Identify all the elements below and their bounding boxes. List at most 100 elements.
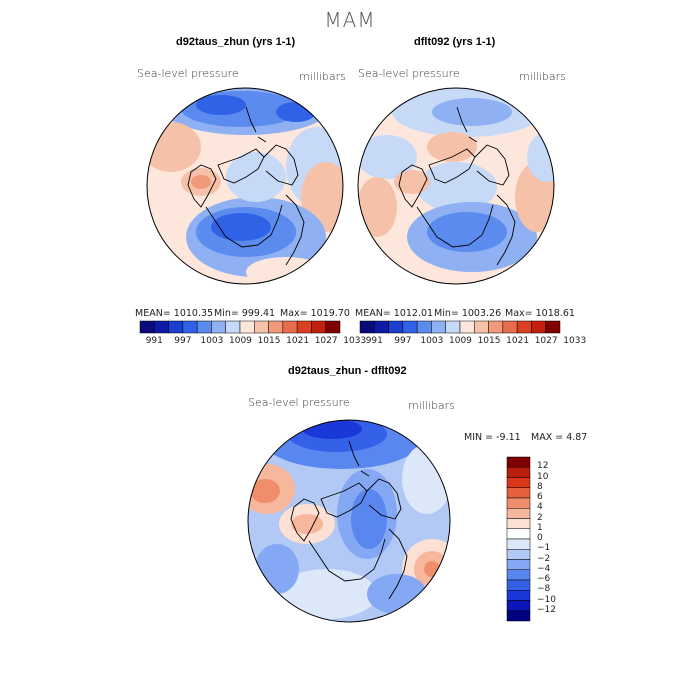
colorbar-swatch bbox=[502, 320, 518, 334]
colorbar-swatch bbox=[254, 320, 269, 334]
colorbar-tick-label: 1021 bbox=[506, 336, 530, 346]
colorbar-tick-label: −6 bbox=[537, 574, 551, 584]
colorbar-swatch bbox=[311, 320, 326, 334]
colorbar-tick-label: 1003 bbox=[420, 336, 444, 346]
colorbar-swatch bbox=[506, 477, 531, 488]
colorbar-swatch bbox=[506, 467, 531, 478]
panel-1-variable-label: Sea-level pressure bbox=[137, 67, 239, 80]
colorbar-swatch bbox=[282, 320, 298, 334]
colorbar-tick-label: −10 bbox=[537, 594, 556, 605]
colorbar-tick-label: 1015 bbox=[477, 336, 501, 346]
panel-1-max: Max= 1019.70 bbox=[280, 308, 350, 319]
panel-1-colorbar bbox=[139, 320, 341, 334]
colorbar-swatch bbox=[506, 487, 531, 499]
colorbar-swatch bbox=[196, 320, 212, 334]
colorbar-swatch bbox=[211, 320, 226, 334]
colorbar-swatch bbox=[268, 320, 284, 334]
colorbar-swatch bbox=[325, 320, 341, 334]
colorbar-swatch bbox=[506, 497, 531, 509]
colorbar-swatch bbox=[506, 600, 531, 611]
panel-3-units-label: millibars bbox=[408, 399, 455, 412]
colorbar-tick-label: 991 bbox=[365, 336, 383, 346]
panel-2-variable-label: Sea-level pressure bbox=[358, 67, 460, 80]
colorbar-tick-label: 4 bbox=[537, 502, 543, 513]
panel-3-title: d92taus_zhun - dflt092 bbox=[288, 365, 407, 377]
colorbar-swatch bbox=[506, 538, 531, 550]
colorbar-tick-label: 1009 bbox=[229, 336, 252, 346]
colorbar-tick-label: 2 bbox=[537, 512, 543, 523]
colorbar-swatch bbox=[296, 320, 312, 334]
colorbar-tick-label: 1033 bbox=[563, 336, 587, 346]
colorbar-tick-label: 1009 bbox=[449, 336, 472, 346]
colorbar-tick-label: 6 bbox=[537, 492, 543, 502]
colorbar-swatch bbox=[182, 320, 198, 334]
panel-2-title: dflt092 (yrs 1-1) bbox=[414, 36, 496, 48]
colorbar-tick-label: 1027 bbox=[534, 336, 558, 346]
figure-season-title: MAM bbox=[324, 8, 376, 32]
colorbar-swatch bbox=[488, 320, 504, 334]
colorbar-tick-label: 12 bbox=[537, 461, 549, 472]
colorbar-tick-label: −2 bbox=[537, 553, 551, 564]
colorbar-tick-label: −8 bbox=[537, 584, 551, 595]
colorbar-swatch bbox=[445, 320, 461, 334]
colorbar-swatch bbox=[506, 528, 531, 540]
panel-2-colorbar bbox=[359, 320, 561, 334]
panel-1-min: Min= 999.41 bbox=[214, 308, 276, 319]
panel-1-colorbar-ticks: 991 997 1003 1009 1015 1021 1027 1033 bbox=[140, 336, 367, 348]
colorbar-swatch bbox=[506, 610, 531, 622]
panel-2-map bbox=[357, 87, 555, 285]
colorbar-tick-label: 991 bbox=[145, 336, 163, 346]
colorbar-swatch bbox=[506, 549, 531, 560]
colorbar-tick-label: 997 bbox=[394, 336, 412, 346]
colorbar-swatch bbox=[459, 320, 475, 334]
panel-3-colorbar bbox=[506, 456, 531, 622]
colorbar-swatch bbox=[506, 590, 531, 601]
panel-1-mean: MEAN= 1010.35 bbox=[135, 308, 214, 319]
panel-3-colorbar-ticks: 12 10 8 6 4 2 1 0 −1 −2 −4 −6 −8 −10 −12 bbox=[537, 457, 577, 621]
panel-3-map bbox=[247, 419, 451, 623]
panel-3-min: MIN = -9.11 bbox=[464, 432, 521, 443]
colorbar-tick-label: 1 bbox=[537, 522, 543, 533]
colorbar-swatch bbox=[431, 320, 446, 334]
colorbar-swatch bbox=[506, 456, 531, 468]
panel-1-units-label: millibars bbox=[299, 70, 346, 83]
colorbar-tick-label: 1003 bbox=[200, 336, 224, 346]
colorbar-swatch bbox=[506, 518, 531, 529]
panel-3-variable-label: Sea-level pressure bbox=[248, 396, 350, 409]
colorbar-swatch bbox=[545, 320, 561, 334]
colorbar-tick-label: 997 bbox=[174, 336, 192, 346]
colorbar-tick-label: 1033 bbox=[343, 336, 367, 346]
panel-2-mean: MEAN= 1012.01 bbox=[355, 308, 434, 319]
colorbar-swatch bbox=[139, 320, 155, 334]
colorbar-tick-label: −4 bbox=[537, 563, 551, 574]
colorbar-swatch bbox=[402, 320, 418, 334]
colorbar-swatch bbox=[239, 320, 255, 334]
panel-1-map bbox=[146, 87, 344, 285]
colorbar-tick-label: 8 bbox=[537, 481, 543, 492]
colorbar-swatch bbox=[506, 559, 531, 570]
colorbar-swatch bbox=[359, 320, 375, 334]
panel-2-colorbar-ticks: 991 997 1003 1009 1015 1021 1027 1033 bbox=[360, 336, 587, 348]
colorbar-tick-label: −1 bbox=[537, 543, 551, 554]
colorbar-swatch bbox=[474, 320, 489, 334]
colorbar-tick-label: 1021 bbox=[286, 336, 310, 346]
colorbar-swatch bbox=[168, 320, 184, 334]
panel-3-max: MAX = 4.87 bbox=[531, 432, 588, 443]
colorbar-swatch bbox=[225, 320, 241, 334]
colorbar-tick-label: 0 bbox=[537, 533, 543, 543]
colorbar-swatch bbox=[154, 320, 169, 334]
colorbar-swatch bbox=[531, 320, 546, 334]
colorbar-swatch bbox=[388, 320, 404, 334]
colorbar-swatch bbox=[374, 320, 389, 334]
colorbar-swatch bbox=[506, 569, 531, 581]
colorbar-swatch bbox=[506, 508, 531, 519]
panel-1-title: d92taus_zhun (yrs 1-1) bbox=[176, 36, 296, 48]
panel-2-max: Max= 1018.61 bbox=[505, 308, 575, 319]
colorbar-tick-label: −12 bbox=[537, 604, 556, 615]
colorbar-swatch bbox=[506, 579, 531, 591]
colorbar-swatch bbox=[516, 320, 532, 334]
colorbar-tick-label: 1015 bbox=[257, 336, 281, 346]
colorbar-tick-label: 10 bbox=[537, 471, 549, 482]
panel-2-min: Min= 1003.26 bbox=[434, 308, 502, 319]
colorbar-tick-label: 1027 bbox=[314, 336, 338, 346]
